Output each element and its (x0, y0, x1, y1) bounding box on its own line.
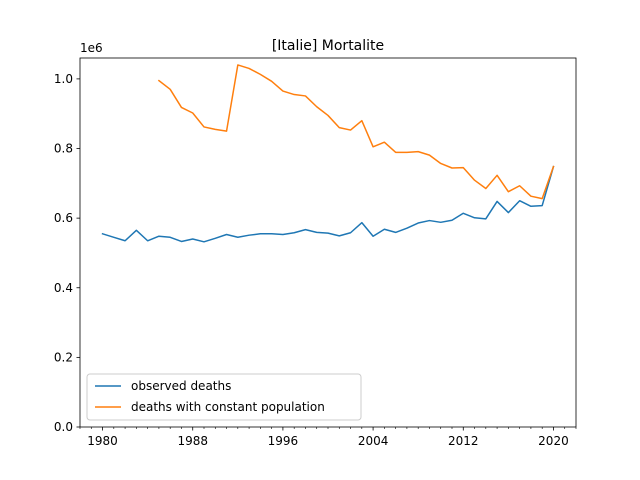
x-tick-label: 1988 (177, 434, 208, 448)
y-tick-label: 0.0 (54, 420, 73, 434)
legend-label-1: observed deaths (131, 379, 231, 393)
chart-legend: observed deaths deaths with constant popu… (86, 373, 362, 421)
y-tick-label: 0.2 (54, 350, 73, 364)
series-layer (101, 64, 555, 243)
series-line-1 (101, 165, 555, 243)
x-tick-label: 1980 (87, 434, 118, 448)
axes-layer: 1980 1988 1996 2004 2012 2020 0.0 0.2 0.4 0.6 0.8 1… (54, 57, 577, 448)
y-axis-offset-label: 1e6 (80, 41, 103, 55)
legend-box (86, 373, 362, 421)
y-tick-label: 0.6 (54, 211, 73, 225)
y-tick-label: 0.4 (54, 281, 73, 295)
chart-title: [Italie] Mortalite (272, 38, 384, 54)
x-tick-label: 2012 (448, 434, 479, 448)
series-line-2 (157, 64, 555, 200)
x-tick-label: 1996 (268, 434, 299, 448)
x-tick-label: 2020 (538, 434, 569, 448)
y-tick-label: 0.8 (54, 142, 73, 156)
legend-label-2: deaths with constant population (131, 400, 325, 414)
x-tick-label: 2004 (358, 434, 389, 448)
y-tick-label: 1.0 (54, 72, 73, 86)
